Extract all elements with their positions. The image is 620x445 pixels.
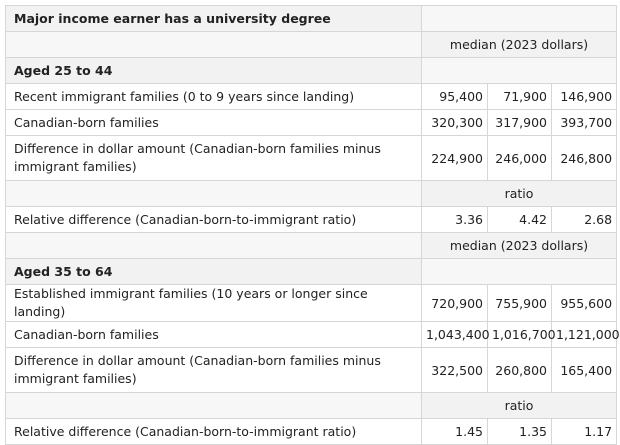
value-cell: 1,016,700 — [487, 321, 556, 348]
ratio-row: Relative difference (Canadian-born-to-im… — [5, 206, 618, 233]
data-row: Canadian-born families 320,300 317,900 393,… — [5, 109, 618, 136]
value-cell: 95,400 — [421, 83, 488, 110]
row-label: Canadian-born families — [5, 109, 422, 136]
row-label: Relative difference (Canadian-born-to-im… — [5, 418, 422, 445]
value-cell: 320,300 — [421, 109, 488, 136]
unit-label: ratio — [420, 180, 618, 207]
ratio-row: Relative difference (Canadian-born-to-im… — [5, 418, 618, 445]
row-label: Established immigrant families (10 years… — [5, 284, 422, 322]
section-row: Aged 35 to 64 — [5, 258, 618, 285]
empty-cell — [420, 5, 618, 32]
value-cell: 260,800 — [487, 347, 552, 393]
value-cell: 1.45 — [421, 418, 488, 445]
empty-cell — [5, 392, 422, 419]
value-cell: 3.36 — [421, 206, 488, 233]
section-label: Aged 25 to 44 — [5, 57, 422, 84]
unit-row: ratio — [5, 180, 618, 207]
value-cell: 246,800 — [550, 135, 618, 181]
value-cell: 146,900 — [550, 83, 618, 110]
unit-row: median (2023 dollars) — [5, 232, 618, 259]
empty-cell — [5, 31, 422, 58]
row-label: Canadian-born families — [5, 321, 422, 348]
value-cell: 4.42 — [487, 206, 552, 233]
row-label: Relative difference (Canadian-born-to-im… — [5, 206, 422, 233]
title-row: Major income earner has a university deg… — [5, 5, 618, 32]
value-cell: 755,900 — [487, 284, 552, 322]
value-cell: 71,900 — [487, 83, 552, 110]
value-cell: 165,400 — [550, 347, 618, 393]
table-body: Major income earner has a university deg… — [5, 5, 620, 445]
value-cell: 224,900 — [421, 135, 488, 181]
unit-row: median (2023 dollars) — [5, 31, 618, 58]
value-cell: 2.68 — [550, 206, 618, 233]
value-cell: 1,043,400 — [421, 321, 490, 348]
empty-cell — [420, 57, 618, 84]
table-title: Major income earner has a university deg… — [5, 5, 422, 32]
value-cell: 1.35 — [487, 418, 552, 445]
data-row: Canadian-born families 1,043,400 1,016,700… — [5, 321, 620, 348]
empty-cell — [5, 232, 422, 259]
unit-label: ratio — [420, 392, 618, 419]
data-row: Established immigrant families (10 years… — [5, 284, 618, 322]
value-cell: 246,000 — [487, 135, 552, 181]
empty-cell — [420, 258, 618, 285]
section-label: Aged 35 to 64 — [5, 258, 422, 285]
unit-label: median (2023 dollars) — [420, 31, 618, 58]
unit-label: median (2023 dollars) — [420, 232, 618, 259]
data-row: Recent immigrant families (0 to 9 years … — [5, 83, 618, 110]
row-label: Difference in dollar amount (Canadian-bo… — [5, 347, 422, 393]
row-label: Difference in dollar amount (Canadian-bo… — [5, 135, 422, 181]
value-cell: 322,500 — [421, 347, 488, 393]
value-cell: 1,121,000 — [550, 321, 620, 348]
unit-row: ratio — [5, 392, 618, 419]
data-row: Difference in dollar amount (Canadian-bo… — [5, 135, 618, 181]
empty-cell — [5, 180, 422, 207]
value-cell: 317,900 — [487, 109, 552, 136]
value-cell: 955,600 — [550, 284, 618, 322]
value-cell: 393,700 — [550, 109, 618, 136]
section-row: Aged 25 to 44 — [5, 57, 618, 84]
value-cell: 720,900 — [421, 284, 488, 322]
income-table: Major income earner has a university deg… — [5, 5, 620, 445]
value-cell: 1.17 — [550, 418, 618, 445]
row-label: Recent immigrant families (0 to 9 years … — [5, 83, 422, 110]
data-row: Difference in dollar amount (Canadian-bo… — [5, 347, 618, 393]
